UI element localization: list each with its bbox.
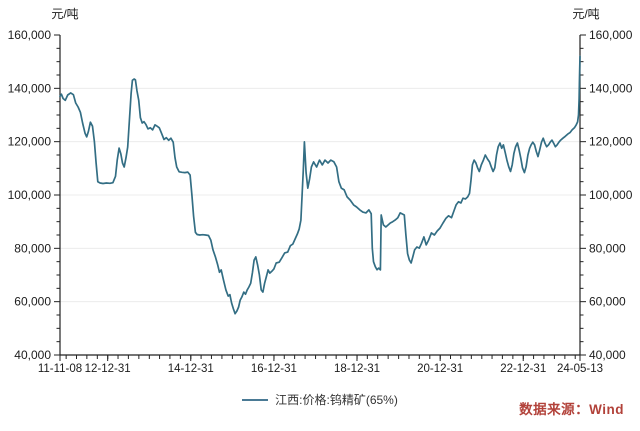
y-axis-tick-label: 140,000 — [589, 81, 633, 95]
x-axis-labels: 11-11-08 12-12-31 14-12-31 16-12-31 18-12-31… — [38, 363, 603, 375]
y-axis-ticks — [54, 34, 586, 356]
x-axis-tick-label: 22-12-31 — [500, 363, 546, 375]
y-axis-unit-right: 元/吨 — [572, 7, 599, 21]
y-axis-tick-label: 160,000 — [589, 28, 633, 42]
legend-label: 江西:价格:钨精矿(65%) — [275, 393, 398, 407]
series-line — [59, 55, 581, 315]
y-axis-tick-label: 140,000 — [8, 81, 52, 95]
y-axis-tick-label: 160,000 — [8, 28, 52, 42]
y-axis-tick-label: 60,000 — [14, 295, 51, 309]
x-axis-ticks — [59, 355, 581, 361]
y-axis-tick-label: 80,000 — [14, 241, 51, 255]
x-axis-tick-label: 16-12-31 — [251, 363, 297, 375]
y-axis-tick-label: 100,000 — [8, 188, 52, 202]
y-axis-tick-label: 80,000 — [589, 241, 626, 255]
legend: 江西:价格:钨精矿(65%) — [0, 393, 640, 407]
x-axis-tick-label: 20-12-31 — [417, 363, 463, 375]
y-axis-tick-label: 100,000 — [589, 188, 633, 202]
y-axis-tick-label: 60,000 — [589, 295, 626, 309]
y-axis-tick-label: 40,000 — [14, 348, 51, 362]
y-axis-labels-left: 40,000 60,000 80,000 100,000 120,000 140,000 1… — [8, 28, 52, 362]
y-axis-labels-right: 40,000 60,000 80,000 100,000 120,000 140,000 1… — [589, 28, 633, 362]
x-axis-tick-label: 11-11-08 — [38, 363, 82, 375]
x-axis-tick-label: 24-05-13 — [557, 363, 603, 375]
x-axis-tick-label: 14-12-31 — [168, 363, 214, 375]
gridlines — [60, 87, 580, 303]
x-axis-tick-label: 12-12-31 — [85, 363, 131, 375]
y-axis-tick-label: 40,000 — [589, 348, 626, 362]
x-axis-tick-label: 18-12-31 — [334, 363, 380, 375]
y-axis-tick-label: 120,000 — [589, 135, 633, 149]
legend-line-marker — [242, 399, 269, 401]
y-axis-unit-left: 元/吨 — [51, 7, 78, 21]
data-source-note: 数据来源：Wind — [519, 402, 624, 417]
y-axis-tick-label: 120,000 — [8, 135, 52, 149]
